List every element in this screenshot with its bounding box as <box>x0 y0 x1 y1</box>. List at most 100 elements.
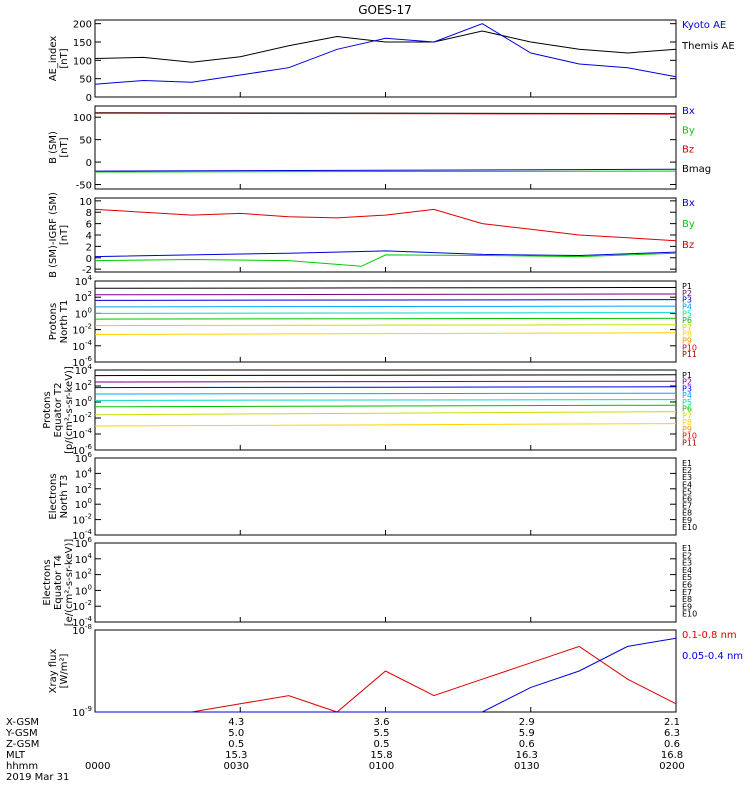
series-e3 <box>95 478 676 479</box>
legend-p10: P10 <box>682 432 697 441</box>
legend-p9: P9 <box>682 425 692 434</box>
series-e8 <box>95 590 676 591</box>
legend-e1: E1 <box>682 459 692 468</box>
series-e7 <box>95 583 676 584</box>
y-tick-label: 102 <box>75 379 92 393</box>
y-tick-label: 104 <box>75 552 93 566</box>
ephemeris-value: 15.8 <box>370 750 392 761</box>
ephemeris-value: 4.3 <box>228 717 244 728</box>
legend-p7: P7 <box>682 411 692 420</box>
panel-1: 200 150 100 50 0 AE_index[nT] Kyoto AE Themis A… <box>48 19 735 104</box>
legend-bz: Bz <box>682 145 694 156</box>
y-tick-label: 102 <box>75 482 92 496</box>
y-tick-label: 106 <box>75 451 93 465</box>
ephemeris-value: 0000 <box>85 761 110 772</box>
legend-p1: P1 <box>682 371 692 380</box>
legend-e6: E6 <box>682 581 692 590</box>
series-e4 <box>95 568 676 569</box>
legend-p11: P11 <box>682 438 697 447</box>
y-tick-label: 100 <box>75 306 92 320</box>
series-e2 <box>95 473 676 474</box>
y-tick-label: 104 <box>75 466 93 480</box>
legend-p5: P5 <box>682 309 692 318</box>
y-tick-label: 200 <box>73 20 92 31</box>
legend-p2: P2 <box>682 378 692 387</box>
ephemeris-value: 5.0 <box>228 728 244 739</box>
y-tick-label: 102 <box>75 290 92 304</box>
ephemeris-label: MLT <box>6 750 26 761</box>
series-p3 <box>94 299 677 301</box>
series-kyoto-ae <box>94 23 677 85</box>
legend-e1: E1 <box>682 544 692 553</box>
legend-e7: E7 <box>682 588 692 597</box>
series-p3 <box>94 386 677 389</box>
legend-by: By <box>682 219 695 230</box>
ephemeris-value: 0030 <box>224 761 249 772</box>
series-0-1-0-8-nm <box>95 645 677 713</box>
legend-e8: E8 <box>682 595 692 604</box>
ephemeris-value: 0200 <box>659 761 684 772</box>
series-e7 <box>95 497 676 498</box>
y-tick-label: 10-8 <box>72 623 92 637</box>
panel-frame <box>94 457 677 536</box>
y-tick-label: 50 <box>79 136 92 147</box>
series-p1 <box>94 287 677 289</box>
y-axis-label: B (SM)[nT] <box>48 131 70 164</box>
y-tick-label: 104 <box>75 274 93 288</box>
legend-e9: E9 <box>682 516 692 525</box>
legend-e3: E3 <box>682 473 692 482</box>
series-e1 <box>95 552 676 553</box>
series-e6 <box>95 577 676 578</box>
series-e8 <box>95 503 676 504</box>
legend-e5: E5 <box>682 487 692 496</box>
y-tick-label: 8 <box>86 208 92 219</box>
y-tick-label: 150 <box>73 38 92 49</box>
ephemeris-value: 0.5 <box>374 739 390 750</box>
y-tick-label: 100 <box>73 56 92 67</box>
series-p2 <box>94 380 677 383</box>
ephemeris-value: 5.9 <box>519 728 535 739</box>
series-e5 <box>95 488 676 489</box>
ephemeris-value: 0.5 <box>228 739 244 750</box>
ephemeris-value: 16.8 <box>661 750 683 761</box>
legend-themis-ae: Themis AE <box>681 41 735 52</box>
legend-e5: E5 <box>682 573 692 582</box>
series-by <box>94 252 677 267</box>
y-tick-label: 10-4 <box>72 427 92 441</box>
panel-frame <box>94 542 677 623</box>
y-tick-label: 4 <box>86 231 92 242</box>
ephemeris-value: 3.6 <box>374 717 390 728</box>
series-p1 <box>94 374 677 377</box>
legend-bmag: Bmag <box>682 164 711 175</box>
legend-p4: P4 <box>682 391 692 400</box>
ephemeris-value: 16.3 <box>516 750 538 761</box>
ephemeris-value: 5.5 <box>374 728 390 739</box>
legend-p11: P11 <box>682 350 697 359</box>
series-e2 <box>95 556 676 557</box>
legend-p9: P9 <box>682 337 692 346</box>
legend-0-1-0-8-nm: 0.1-0.8 nm <box>682 630 737 641</box>
y-tick-label: 100 <box>75 497 92 511</box>
legend-e2: E2 <box>682 551 692 560</box>
y-tick-label: 0 <box>86 254 92 265</box>
panel-frame <box>94 19 677 98</box>
legend-by: By <box>682 125 695 136</box>
legend-bx: Bx <box>682 198 695 209</box>
ephemeris-value: 0.6 <box>664 739 680 750</box>
ephemeris-value: 0100 <box>369 761 394 772</box>
plot-title: GOES-17 <box>358 3 412 17</box>
y-axis-label: B (SM)-IGRF (SM)[nT] <box>48 192 70 278</box>
y-tick-label: 0 <box>86 158 92 169</box>
ephemeris-value: 15.3 <box>225 750 247 761</box>
series-bx <box>94 250 677 258</box>
series-e1 <box>95 468 676 469</box>
panel-frame <box>94 280 677 363</box>
ephemeris-label: 2019 Mar 31 <box>6 772 69 783</box>
legend-e4: E4 <box>682 480 692 489</box>
